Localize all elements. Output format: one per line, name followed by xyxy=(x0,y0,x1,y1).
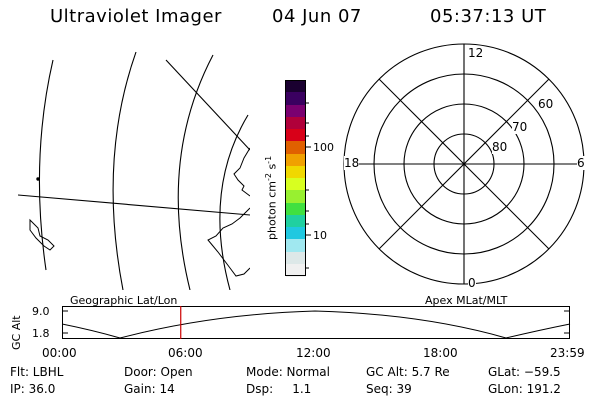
colorbar-cell xyxy=(286,92,306,105)
date-label: 04 Jun 07 xyxy=(272,6,362,27)
timeline-xtick-3: 18:00 xyxy=(423,346,458,360)
lat-arc-1 xyxy=(38,59,54,271)
colorbar-cell xyxy=(286,227,306,240)
ring-label-80: 80 xyxy=(492,140,508,154)
colorbar-cell xyxy=(286,251,306,265)
info-flt: Flt: LBHL xyxy=(10,365,64,379)
lon-line-1 xyxy=(18,194,250,216)
colorbar-cell xyxy=(286,190,306,203)
colorbar-unit-label: photon cm-2 s-1 xyxy=(264,155,279,240)
colorbar-frame xyxy=(285,80,306,276)
altitude-curve xyxy=(62,310,571,339)
colorbar-cell xyxy=(286,263,306,277)
timeline-frame xyxy=(62,306,570,339)
info-ip: IP: 36.0 xyxy=(10,382,56,396)
island-dot xyxy=(36,177,40,181)
mlt-label-6: 6 xyxy=(577,156,585,170)
info-seq: Seq: 39 xyxy=(366,382,412,396)
colorbar-tick-100: 100 xyxy=(313,141,334,154)
colorbar-cell xyxy=(286,129,306,142)
lat-arc-2 xyxy=(112,51,137,290)
info-door: Door: Open xyxy=(124,365,193,379)
colorbar-cell xyxy=(286,239,306,252)
mlt-label-0: 0 xyxy=(468,276,476,290)
timeline-right-title: Apex MLat/MLT xyxy=(425,294,508,307)
mlt-label-12: 12 xyxy=(468,46,484,60)
coastline-antarctica xyxy=(207,147,250,277)
timeline-xtick-4: 23:59 xyxy=(550,346,585,360)
lat-arc-3 xyxy=(177,54,214,290)
colorbar-cell xyxy=(286,141,306,154)
colorbar-cell xyxy=(286,116,306,130)
ring-label-70: 70 xyxy=(512,120,528,134)
ring-label-60: 60 xyxy=(538,97,554,111)
timeline-ytick-high: 9.0 xyxy=(32,305,50,318)
geographic-map xyxy=(18,51,250,290)
instrument-title: Ultraviolet Imager xyxy=(50,6,222,27)
info-dsp: Dsp: 1.1 xyxy=(246,382,312,396)
time-label: 05:37:13 UT xyxy=(430,6,547,27)
timeline-ytick-low: 1.8 xyxy=(32,327,50,340)
timeline-xtick-2: 12:00 xyxy=(296,346,331,360)
info-glat: GLat: −59.5 xyxy=(488,365,561,379)
timeline-axis-label: GC Alt xyxy=(10,315,23,350)
lon-line-2 xyxy=(165,59,250,151)
colorbar-tick-10: 10 xyxy=(313,229,327,242)
timeline-left-title: Geographic Lat/Lon xyxy=(70,294,178,307)
polar-plot xyxy=(343,43,585,285)
colorbar-ticks xyxy=(305,102,311,269)
info-mode: Mode: Normal xyxy=(246,365,330,379)
timeline-xtick-0: 00:00 xyxy=(42,346,77,360)
mlt-label-18: 18 xyxy=(344,156,360,170)
info-glon: GLon: 191.2 xyxy=(488,382,561,396)
colorbar-cell xyxy=(286,80,306,93)
colorbar-cell xyxy=(286,214,306,228)
info-gain: Gain: 14 xyxy=(124,382,175,396)
mlt-diag-2 xyxy=(378,78,550,250)
colorbar-cell xyxy=(286,178,306,191)
info-gcalt: GC Alt: 5.7 Re xyxy=(366,365,450,379)
colorbar-cell xyxy=(286,202,306,216)
coastline-nz xyxy=(29,218,55,251)
colorbar-cell xyxy=(286,165,306,179)
colorbar-cell xyxy=(286,153,306,167)
timeline-xtick-1: 06:00 xyxy=(168,346,203,360)
lat-arc-4 xyxy=(219,114,249,290)
colorbar-cell xyxy=(286,104,306,118)
colorbar xyxy=(286,80,306,277)
timeline-plot xyxy=(62,306,571,339)
